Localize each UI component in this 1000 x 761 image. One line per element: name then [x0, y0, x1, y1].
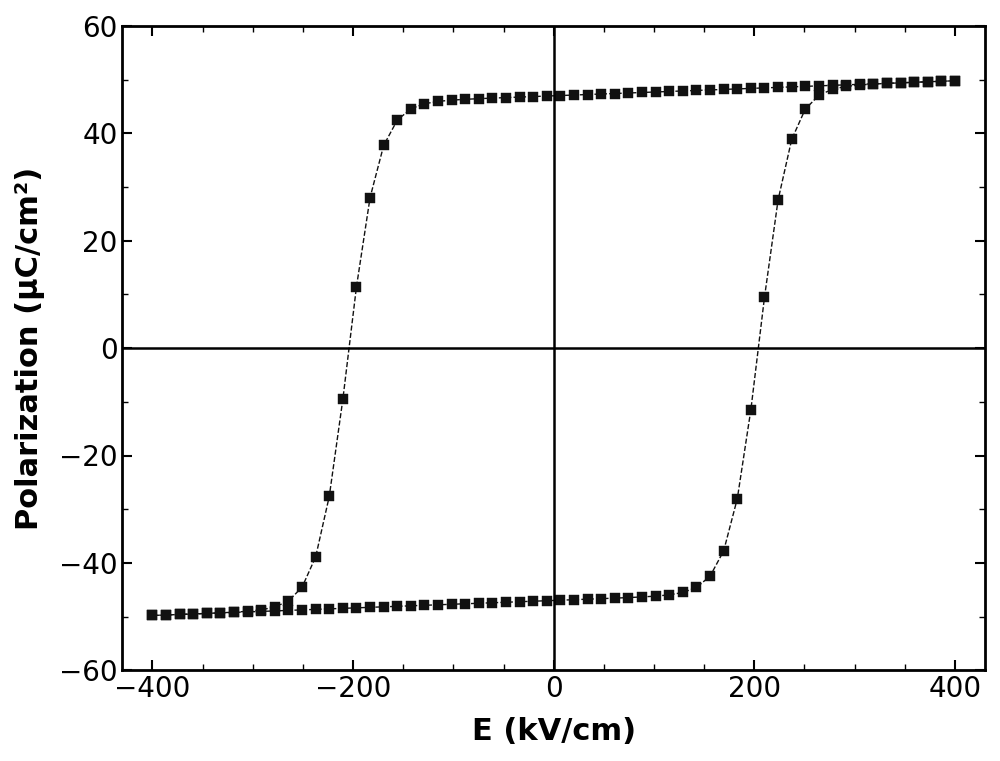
- Y-axis label: Polarization (μC/cm²): Polarization (μC/cm²): [15, 167, 45, 530]
- X-axis label: E (kV/cm): E (kV/cm): [472, 717, 636, 746]
